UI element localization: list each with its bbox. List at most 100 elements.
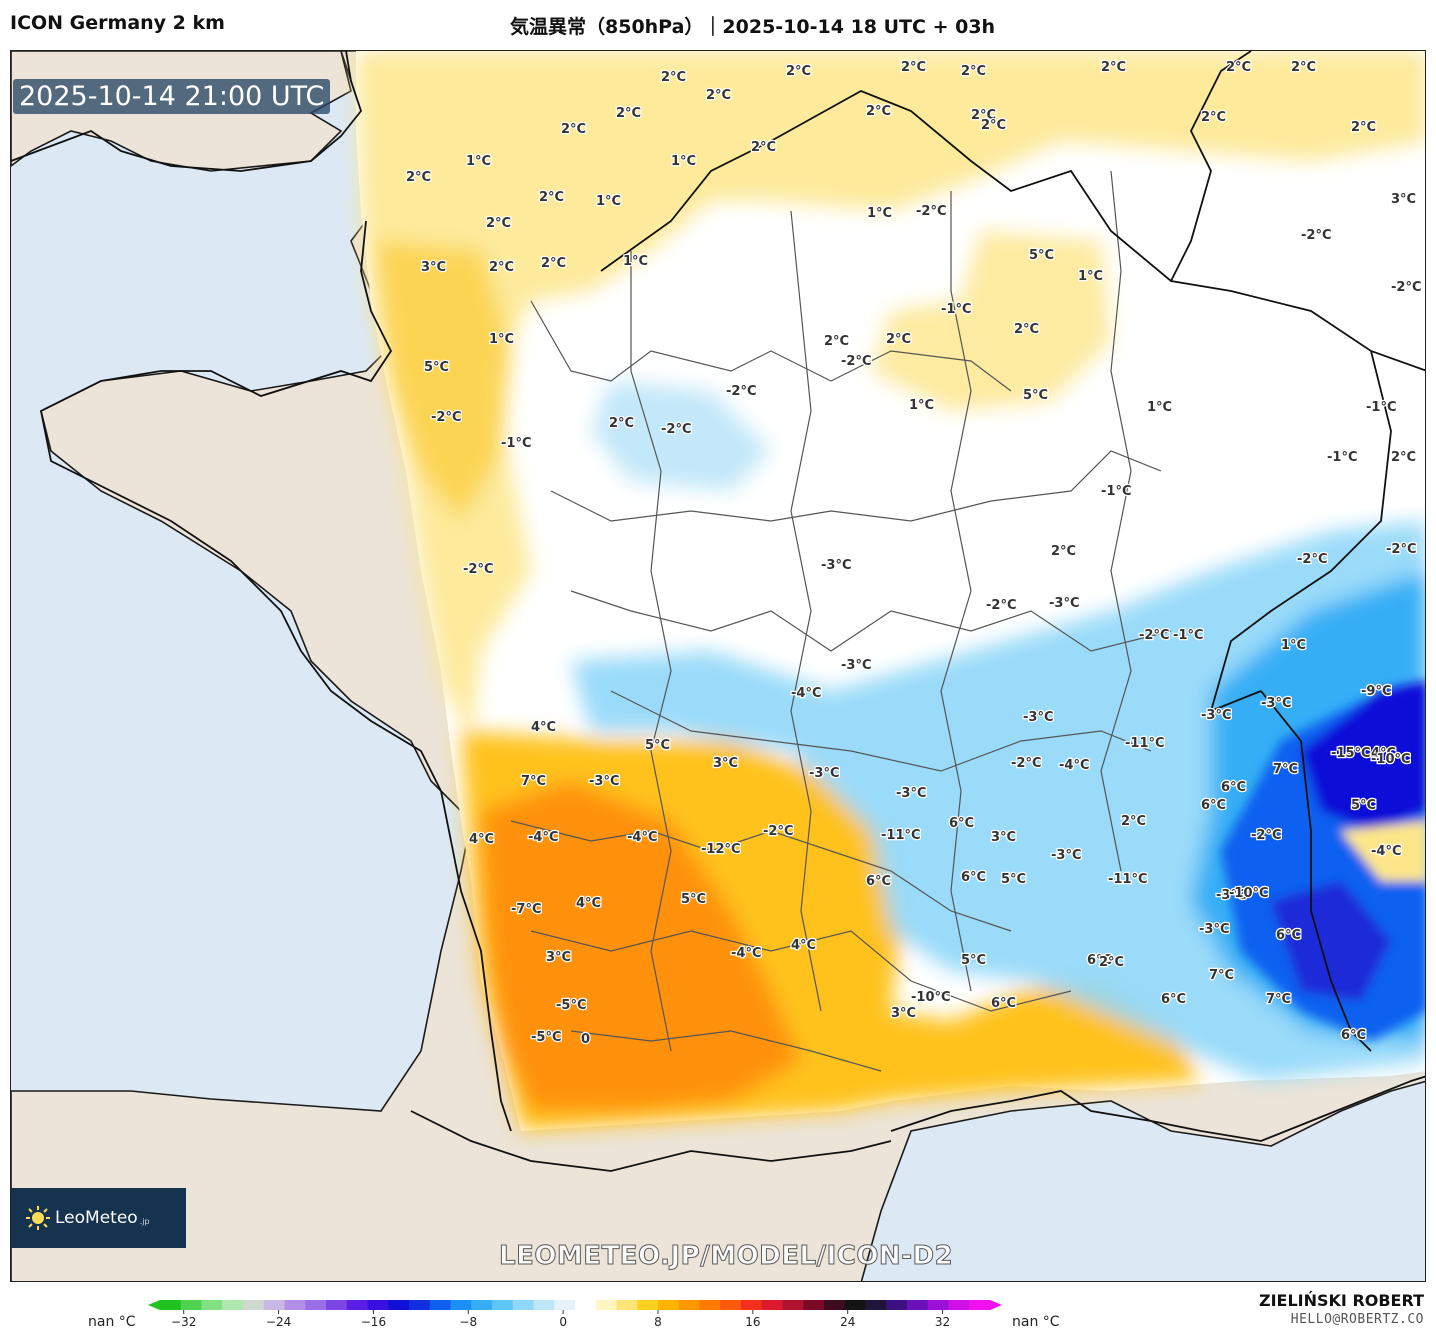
anomaly-label: 5°C (681, 892, 706, 907)
anomaly-label: -10°C (1371, 752, 1411, 767)
anomaly-label: 3°C (421, 260, 446, 275)
uk-coast (11, 51, 363, 172)
colorbar-swatch (907, 1300, 929, 1310)
colorbar-swatch (720, 1300, 742, 1310)
anomaly-label: 3°C (1391, 192, 1416, 207)
colorbar-nan-left: nan °C (88, 1314, 136, 1330)
anomaly-labels: 2°C 2°C 2°C 2°C 2°C 2°C 2°C 2°C 2°C 2°C 2°C 2°C 2°C 2… (405, 59, 1423, 1049)
deep-orange-core (481, 781, 801, 1111)
region-border (940, 191, 972, 992)
anomaly-label: -7°C (511, 902, 541, 917)
anomaly-label: 5°C (1001, 872, 1026, 887)
map-frame[interactable]: 2°C 2°C 2°C 2°C 2°C 2°C 2°C 2°C 2°C 2°C 2°C 2°C 2°C 2… (10, 50, 1426, 1282)
mediterranean-warm (1341, 821, 1425, 881)
map-canvas[interactable]: 2°C 2°C 2°C 2°C 2°C 2°C 2°C 2°C 2°C 2°C 2°C 2°C 2°C 2… (11, 51, 1426, 1282)
anomaly-label: 2°C (541, 256, 566, 271)
anomaly-label: -9°C (1361, 684, 1391, 699)
author-name: ZIELIŃSKI ROBERT (1258, 1291, 1424, 1310)
colorbar-swatch (741, 1300, 763, 1310)
region-border (570, 590, 1172, 652)
anomaly-label: -2°C (1251, 828, 1281, 843)
colorbar-swatch (865, 1300, 887, 1310)
anomaly-label: -3°C (1216, 888, 1246, 903)
extreme-cold-south (1271, 881, 1391, 1001)
anomaly-label: 2°C (609, 416, 634, 431)
author-block: ZIELIŃSKI ROBERT HELLO@ROBERTZ.CO (1259, 1291, 1424, 1327)
colorbar-tick-label: −16 (361, 1315, 386, 1329)
anomaly-label: -4°C (1371, 844, 1401, 859)
colorbar-extend-low (148, 1300, 160, 1310)
colorbar-swatch (160, 1300, 182, 1310)
anomaly-label: 2°C (1051, 544, 1076, 559)
anomaly-label: 1°C (671, 154, 696, 169)
anomaly-label: 1°C (909, 398, 934, 413)
anomaly-label: -2°C (431, 410, 461, 425)
colorbar-swatch (492, 1300, 514, 1310)
anomaly-label: 2°C (1226, 60, 1251, 75)
colorbar-swatch (637, 1300, 659, 1310)
anomaly-label: -2°C (841, 354, 871, 369)
colorbar-tick-label: 16 (745, 1315, 760, 1329)
colorbar-swatch (284, 1300, 306, 1310)
anomaly-label: 4°C (576, 896, 601, 911)
atlantic-coast (39, 220, 512, 1132)
colorbar-swatch (927, 1300, 950, 1310)
anomaly-label: -2°C (1386, 542, 1416, 557)
colorbar-swatch (575, 1300, 597, 1310)
region-border (610, 690, 1152, 772)
warm-patch-east (871, 231, 1111, 411)
anomaly-label: 2°C (706, 88, 731, 103)
anomaly-label: -11°C (1125, 736, 1165, 751)
anomaly-label: -2°C (986, 598, 1016, 613)
colorbar-swatch (948, 1300, 970, 1310)
anomaly-label: -3°C (896, 786, 926, 801)
brand-logo[interactable]: LeoMeteo .jp (11, 1188, 186, 1248)
region-border (550, 450, 1162, 522)
anomaly-label: 7°C (1209, 968, 1234, 983)
colorbar-tick-label: 8 (654, 1315, 662, 1329)
colorbar-swatch (554, 1300, 576, 1310)
anomaly-label: -10°C (911, 990, 951, 1005)
colorbar-scale: −32 −24 −16 −8 0 8 16 24 32 (148, 1300, 1002, 1329)
anomaly-label: 2°C (1121, 814, 1146, 829)
colorbar-swatch (180, 1300, 203, 1310)
colorbar-tick-label: 24 (840, 1315, 855, 1329)
colorbar-tick-label: −32 (171, 1315, 196, 1329)
anomaly-label: -2°C (1391, 280, 1421, 295)
warm-west-coast (376, 241, 511, 521)
brand-name: LeoMeteo (55, 1208, 138, 1228)
colorbar-swatch (658, 1300, 680, 1310)
anomaly-label: 6°C (1201, 798, 1226, 813)
anomaly-label: 6°C (961, 870, 986, 885)
region-border (1100, 170, 1132, 872)
anomaly-label: 2°C (561, 122, 586, 137)
colorbar-tick-label: −8 (459, 1315, 477, 1329)
anomaly-label: -3°C (1261, 696, 1291, 711)
anomaly-label: 0 (581, 1032, 590, 1047)
anomaly-label: 4°C (791, 938, 816, 953)
anomaly-label: -1°C (941, 302, 971, 317)
colorbar-swatch (824, 1300, 846, 1310)
anomaly-label: -4°C (627, 830, 657, 845)
anomaly-label: -1°C (1101, 484, 1131, 499)
cool-field-center (591, 381, 771, 491)
anomaly-label: -2°C (726, 384, 756, 399)
anomaly-label: -4°C (528, 830, 558, 845)
chart-title: 気温異常（850hPa）｜2025-10-14 18 UTC + 03h (510, 16, 996, 38)
anomaly-label: 2°C (1291, 60, 1316, 75)
anomaly-label: 2°C (1391, 450, 1416, 465)
anomaly-label: 6°C (1221, 780, 1246, 795)
colorbar-swatch (305, 1300, 327, 1310)
anomaly-label: 2°C (486, 216, 511, 231)
region-border (530, 300, 1012, 392)
anomaly-label: 3°C (546, 950, 571, 965)
anomaly-label: -3°C (1201, 708, 1231, 723)
anomaly-label: 2°C (661, 70, 686, 85)
cool-field-east (571, 521, 1425, 1081)
anomaly-label: 2°C (1014, 322, 1039, 337)
anomaly-label: 6°C (949, 816, 974, 831)
anomaly-label: -4°C (731, 946, 761, 961)
colorbar-swatch (429, 1300, 452, 1310)
anomaly-label: -5°C (531, 1030, 561, 1045)
author-email[interactable]: HELLO@ROBERTZ.CO (1290, 1312, 1424, 1327)
